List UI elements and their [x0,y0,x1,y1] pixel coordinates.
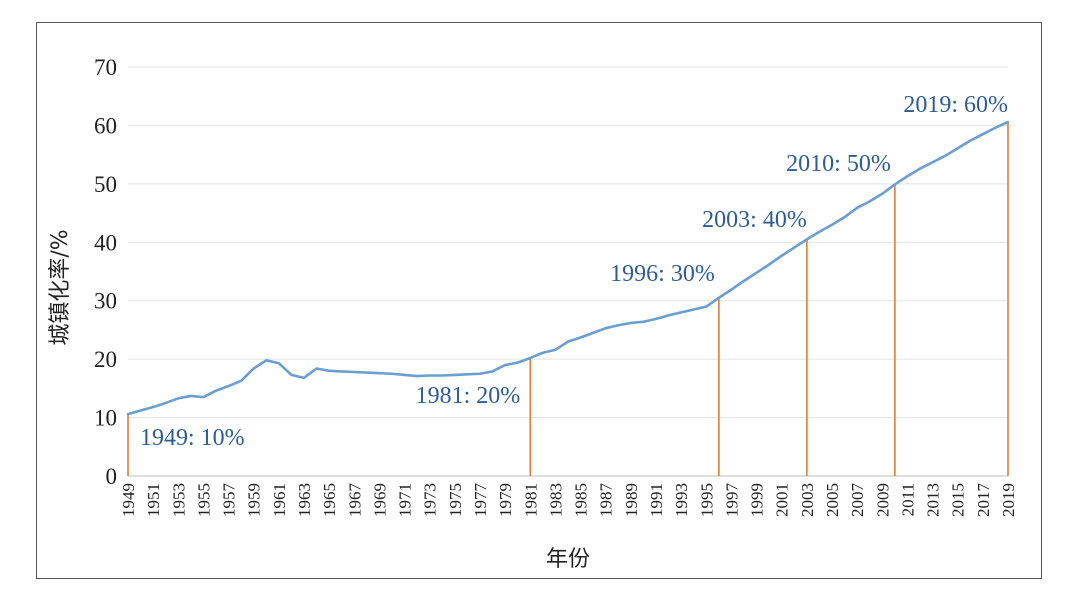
annotation-layer: 1949: 10% 1981: 20% 1996: 30% 2003: 40% 2010… [140,92,1008,451]
x-tick-label: 1959 [245,483,264,517]
urbanization-line-chart: 0 10 20 30 40 50 60 70 1949 1951 1953 1955 1957 1959… [48,55,1018,572]
milestone-label-2010: 2010: 50% [786,151,891,177]
x-tick-label: 1995 [697,483,716,517]
x-tick-label: 1985 [572,483,591,517]
x-tick-label: 1961 [270,483,289,517]
x-tick-label: 1975 [446,483,465,517]
x-tick-label: 1977 [471,483,490,518]
milestone-label-2003: 2003: 40% [702,207,807,233]
x-tick-label: 1971 [396,483,415,517]
chart-frame: 0 10 20 30 40 50 60 70 1949 1951 1953 1955 1957 1959… [36,22,1042,579]
y-tick-label: 30 [94,289,117,314]
milestone-label-2019: 2019: 60% [903,92,1008,118]
x-tick-label: 2005 [823,483,842,517]
y-tick-label: 20 [94,347,117,372]
x-tick-label: 1967 [345,483,364,518]
y-tick-label: 50 [94,172,117,197]
x-tick-label: 1987 [597,483,616,518]
x-tick-label: 2019 [999,483,1018,517]
x-tick-label: 1969 [370,483,389,517]
x-tick-label: 2003 [798,483,817,517]
y-tick-labels: 0 10 20 30 40 50 60 70 [94,55,117,489]
x-tick-label: 2015 [949,483,968,517]
x-tick-label: 2007 [848,483,867,518]
x-axis-title: 年份 [546,547,590,572]
x-tick-label: 2001 [773,483,792,517]
x-tick-label: 1989 [622,483,641,517]
x-tick-label: 1997 [722,483,741,518]
x-tick-label: 1957 [220,483,239,518]
x-tick-label: 1979 [496,483,515,517]
y-axis-title: 城镇化率/% [48,229,73,345]
y-tick-label: 10 [94,406,117,431]
line-layer [126,120,1010,416]
x-tick-label: 1949 [119,483,138,517]
x-tick-label: 2011 [898,483,917,516]
x-tick-label: 1981 [521,483,540,517]
milestone-label-1949: 1949: 10% [140,425,245,451]
grid-layer [128,66,1008,477]
x-tick-label: 2013 [924,483,943,517]
x-tick-label: 1965 [320,483,339,517]
x-tick-label: 1963 [295,483,314,517]
x-tick-label: 2009 [873,483,892,517]
y-tick-label: 0 [106,464,118,489]
x-tick-label: 1993 [672,483,691,517]
milestone-label-1996: 1996: 30% [610,261,715,287]
marker-layer [127,121,1009,476]
urbanization-rate-line [126,120,1010,416]
x-tick-label: 1955 [194,483,213,517]
y-tick-label: 40 [94,230,117,255]
y-tick-label: 60 [94,113,117,138]
y-tick-label: 70 [94,55,117,80]
x-tick-label: 1953 [169,483,188,517]
x-tick-label: 1991 [647,483,666,517]
x-tick-labels: 1949 1951 1953 1955 1957 1959 1961 1963 1965 1967… [119,483,1018,518]
x-tick-label: 1983 [546,483,565,517]
milestone-label-1981: 1981: 20% [416,383,521,409]
x-tick-label: 2017 [974,483,993,518]
x-tick-label: 1999 [748,483,767,517]
x-tick-label: 1951 [144,483,163,517]
x-tick-label: 1973 [421,483,440,517]
